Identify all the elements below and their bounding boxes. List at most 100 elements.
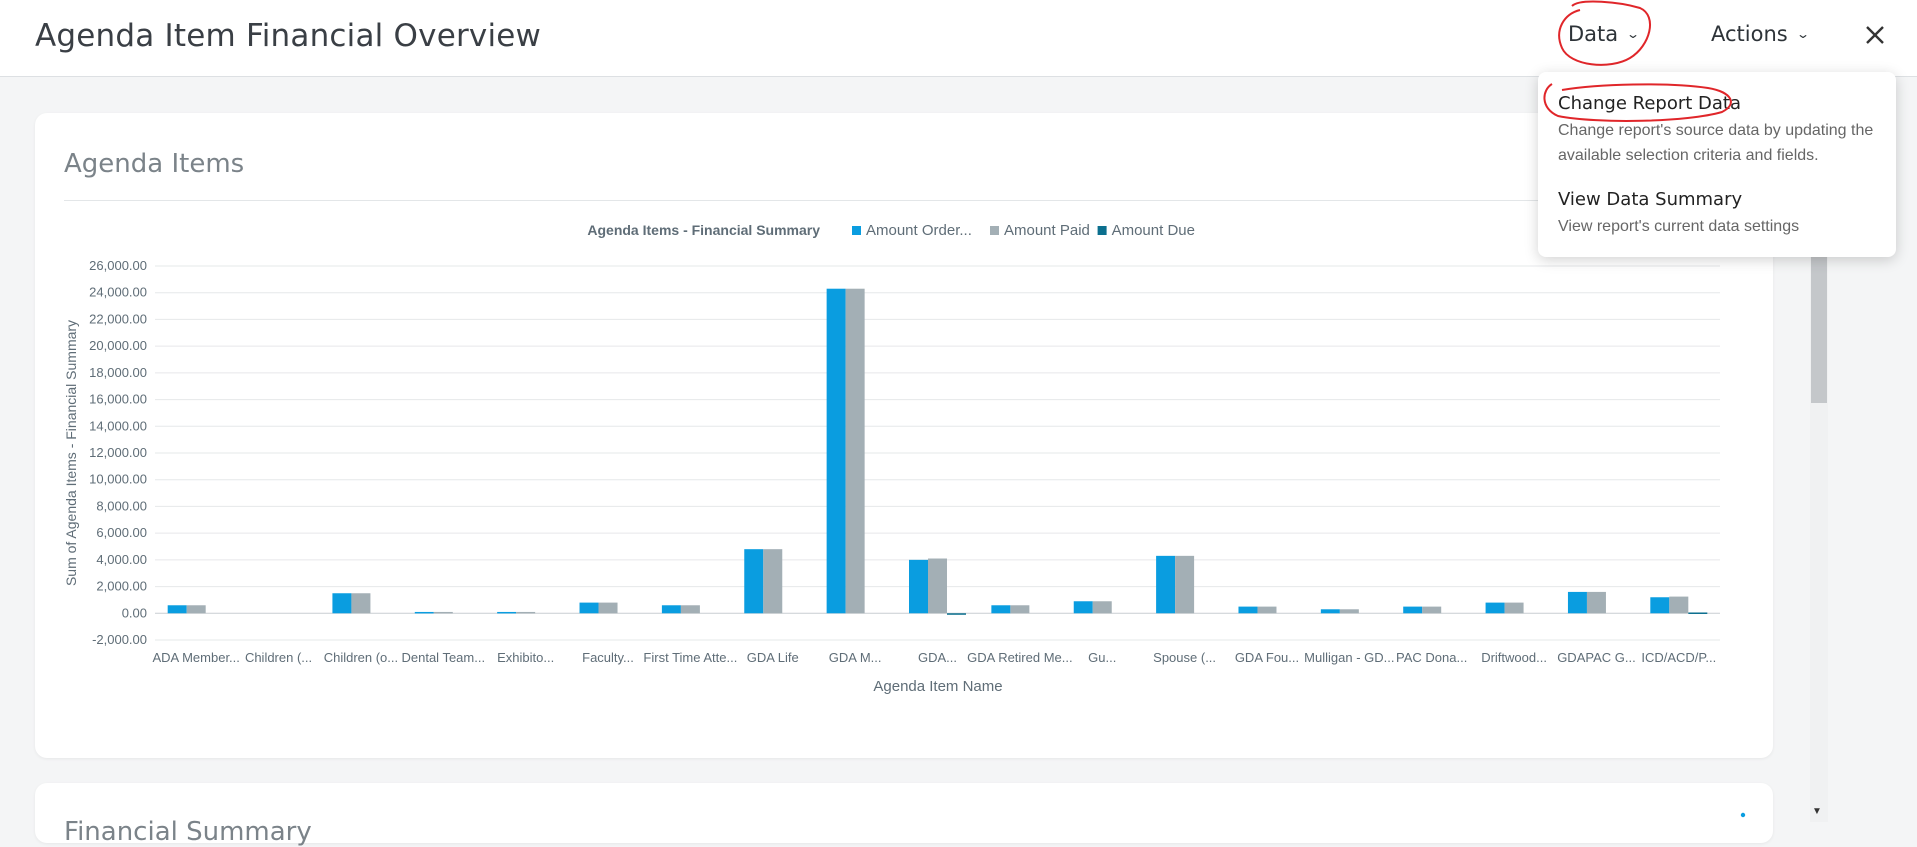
- chevron-down-icon: ⌄: [1795, 27, 1810, 41]
- bar-amount-due[interactable]: [947, 613, 966, 615]
- legend-item[interactable]: Amount Due: [1112, 222, 1195, 239]
- card-title: Agenda Items: [64, 149, 245, 179]
- x-tick-label: Dental Team...: [401, 650, 485, 665]
- y-tick-label: 26,000.00: [89, 258, 147, 273]
- agenda-items-card: Agenda Items: [35, 113, 1809, 758]
- view-data-summary-item[interactable]: View Data Summary View report's current …: [1558, 189, 1888, 239]
- bar-amount-paid[interactable]: [433, 611, 453, 614]
- y-tick-label: 2,000.00: [96, 579, 147, 594]
- bar-amount-paid[interactable]: [1175, 555, 1195, 614]
- bar-amount-paid[interactable]: [763, 549, 783, 614]
- bar-amount-order[interactable]: [414, 611, 434, 614]
- y-tick-label: 24,000.00: [89, 285, 147, 300]
- bar-amount-paid[interactable]: [1422, 606, 1442, 614]
- x-tick-label: GDA Retired Me...: [967, 650, 1072, 665]
- bar-amount-order[interactable]: [991, 605, 1011, 614]
- y-tick-label: 20,000.00: [89, 338, 147, 353]
- bar-amount-order[interactable]: [1320, 609, 1340, 614]
- bar-amount-paid[interactable]: [1339, 609, 1359, 614]
- bar-amount-due[interactable]: [1688, 612, 1708, 614]
- bar-amount-paid[interactable]: [351, 593, 371, 614]
- close-icon[interactable]: [1860, 20, 1890, 50]
- more-options-icon[interactable]: [1738, 809, 1748, 829]
- x-tick-label: Children (...: [245, 650, 312, 665]
- y-axis-ticks: -2,000.00 0.00 2,000.00 4,000.00 6,000.00 8,0…: [89, 258, 147, 647]
- financial-summary-card: Financial Summary: [35, 783, 1773, 847]
- bar-amount-paid[interactable]: [1504, 602, 1524, 614]
- bar-amount-order[interactable]: [497, 611, 517, 614]
- x-tick-label: GDAPAC G...: [1557, 650, 1636, 665]
- menu-item-title: Change Report Data: [1558, 93, 1742, 114]
- card-divider: [64, 200, 1809, 201]
- bar-amount-paid[interactable]: [845, 288, 865, 614]
- bar-amount-paid[interactable]: [1586, 591, 1606, 614]
- actions-menu-button[interactable]: Actions ⌄: [1711, 22, 1810, 46]
- x-tick-label: GDA...: [918, 650, 957, 665]
- legend-swatch: [852, 226, 861, 235]
- y-tick-label: 10,000.00: [89, 472, 147, 487]
- bar-amount-order[interactable]: [661, 605, 681, 614]
- page-title: Agenda Item Financial Overview: [35, 18, 542, 54]
- bar-amount-paid[interactable]: [1669, 596, 1689, 614]
- x-tick-label: Faculty...: [582, 650, 634, 665]
- bar-amount-paid[interactable]: [598, 602, 618, 614]
- bar-amount-order[interactable]: [826, 288, 846, 614]
- bar-amount-paid[interactable]: [1257, 606, 1277, 614]
- menu-item-title: View Data Summary: [1558, 189, 1743, 210]
- bar-amount-paid[interactable]: [1010, 605, 1030, 614]
- legend-item[interactable]: Amount Paid: [1004, 222, 1090, 239]
- bar-amount-order[interactable]: [579, 602, 599, 614]
- scroll-down-arrow-icon[interactable]: ▼: [1812, 806, 1822, 817]
- x-tick-label: GDA Life: [747, 650, 799, 665]
- y-tick-label: 12,000.00: [89, 445, 147, 460]
- y-tick-label: 6,000.00: [96, 525, 147, 540]
- y-tick-label: 0.00: [122, 605, 147, 620]
- y-tick-label: -2,000.00: [92, 632, 147, 647]
- scrollbar-thumb[interactable]: [1811, 235, 1827, 403]
- y-tick-label: 14,000.00: [89, 418, 147, 433]
- x-tick-label: Children (o...: [324, 650, 398, 665]
- bar-amount-order[interactable]: [1238, 606, 1258, 614]
- x-tick-label: ICD/ACD/P...: [1641, 650, 1716, 665]
- bar-amount-order[interactable]: [167, 605, 187, 614]
- bar-amount-order[interactable]: [1567, 591, 1587, 614]
- bar-amount-paid[interactable]: [516, 611, 536, 614]
- x-tick-label: Spouse (...: [1153, 650, 1216, 665]
- y-axis-label: Sum of Agenda Items - Financial Summary: [63, 320, 79, 586]
- bar-amount-order[interactable]: [332, 593, 352, 614]
- bar-amount-order[interactable]: [744, 549, 764, 614]
- bar-amount-order[interactable]: [1156, 555, 1176, 614]
- chart-legend: Agenda Items - Financial Summary Amount …: [587, 222, 1195, 239]
- financial-summary-chart: -2,000.00 0.00 2,000.00 4,000.00 6,000.00 8,0…: [63, 222, 1720, 695]
- x-tick-label: Gu...: [1088, 650, 1116, 665]
- bar-amount-order[interactable]: [1485, 602, 1505, 614]
- bar-amount-order[interactable]: [909, 559, 928, 614]
- x-tick-label: ADA Member...: [152, 650, 239, 665]
- legend-item[interactable]: Amount Order...: [866, 222, 972, 239]
- x-tick-label: Driftwood...: [1481, 650, 1547, 665]
- y-tick-label: 4,000.00: [96, 552, 147, 567]
- legend-swatch: [1097, 226, 1107, 235]
- x-tick-label: First Time Atte...: [643, 650, 737, 665]
- x-tick-label: GDA Fou...: [1235, 650, 1299, 665]
- y-tick-label: 16,000.00: [89, 392, 147, 407]
- bar-amount-paid[interactable]: [680, 605, 700, 614]
- actions-menu-label: Actions: [1711, 22, 1788, 46]
- bar-amount-paid[interactable]: [928, 558, 947, 614]
- change-report-data-item[interactable]: Change Report Data Change report's sourc…: [1558, 93, 1888, 168]
- chart-bars: [167, 288, 1708, 615]
- bar-amount-paid[interactable]: [186, 605, 206, 614]
- x-tick-label: Exhibito...: [497, 650, 554, 665]
- bar-amount-order[interactable]: [1073, 601, 1093, 614]
- y-tick-label: 18,000.00: [89, 365, 147, 380]
- data-dropdown-menu: Change Report Data Change report's sourc…: [1538, 72, 1896, 257]
- x-tick-label: PAC Dona...: [1396, 650, 1467, 665]
- bar-amount-order[interactable]: [1403, 606, 1423, 614]
- bar-amount-paid[interactable]: [1092, 601, 1112, 614]
- x-tick-label: Mulligan - GD...: [1304, 650, 1394, 665]
- bar-amount-order[interactable]: [1650, 597, 1670, 614]
- legend-swatch: [990, 226, 999, 235]
- menu-item-description: Change report's source data by updating …: [1558, 122, 1874, 164]
- x-tick-label: GDA M...: [829, 650, 882, 665]
- y-tick-label: 8,000.00: [96, 498, 147, 513]
